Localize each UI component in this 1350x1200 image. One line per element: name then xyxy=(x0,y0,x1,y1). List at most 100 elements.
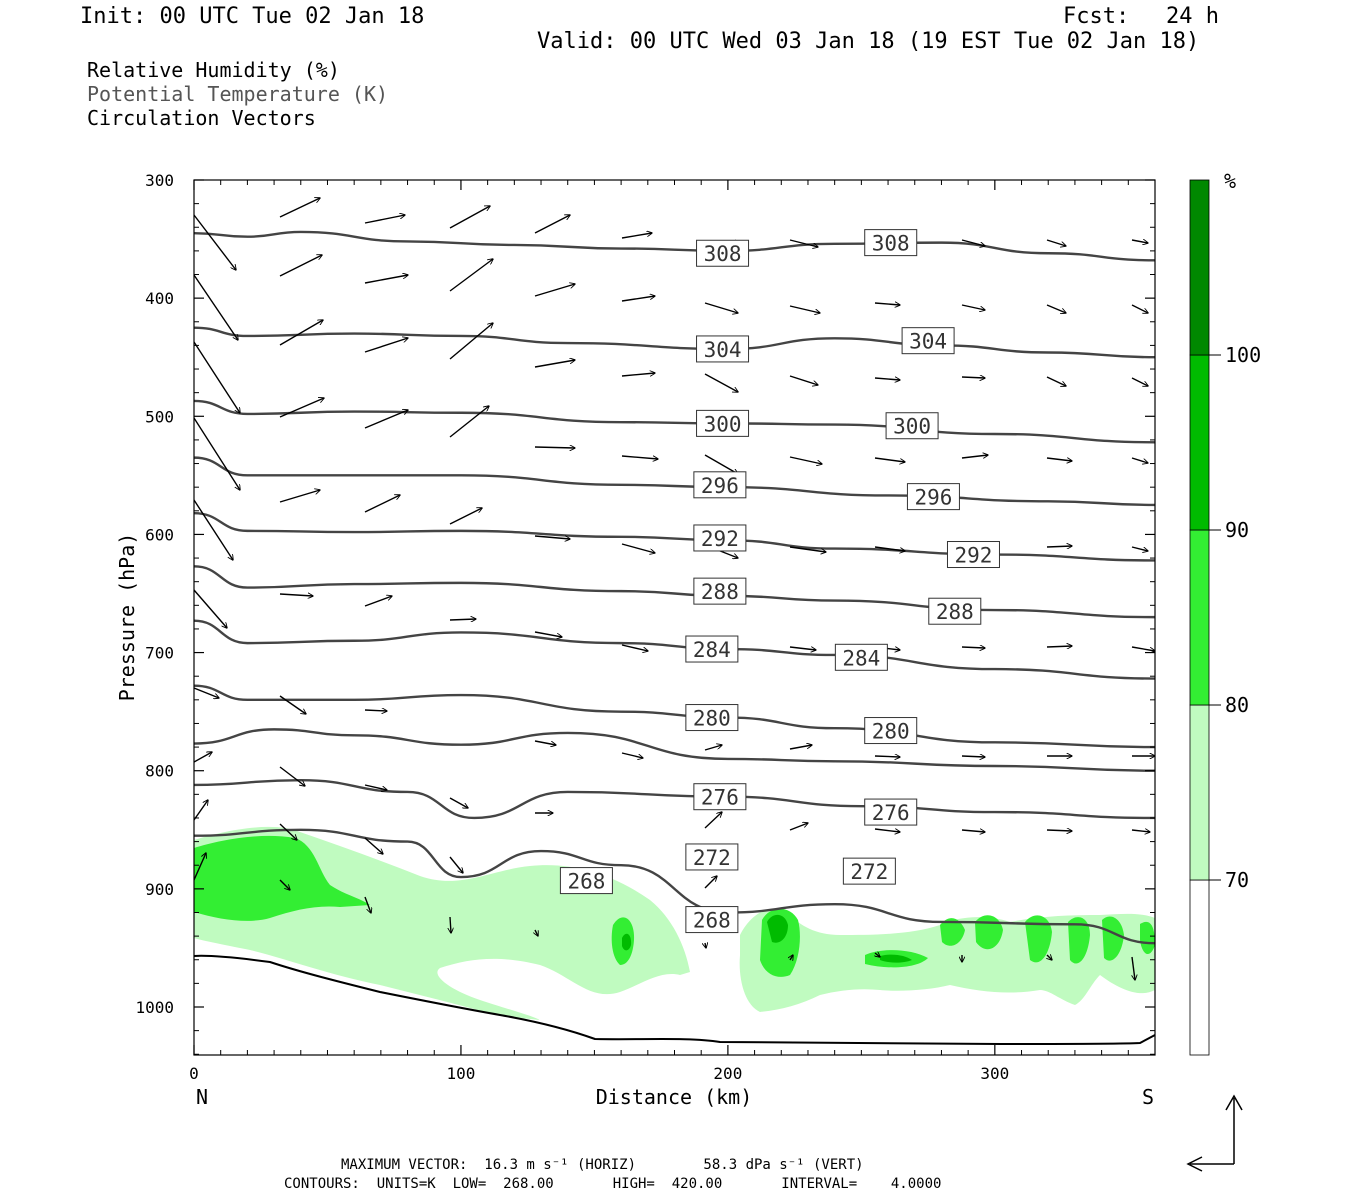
contour-label: 284 xyxy=(685,635,739,663)
vector-arrow xyxy=(449,406,489,438)
init-time: Init: 00 UTC Tue 02 Jan 18 xyxy=(80,4,425,29)
vector-arrow xyxy=(534,631,562,637)
vector-arrow xyxy=(704,373,738,392)
vector-arrow xyxy=(1047,955,1052,960)
svg-text:272: 272 xyxy=(693,846,731,870)
contour-label: 276 xyxy=(693,783,747,811)
vector-arrow xyxy=(364,710,387,711)
colorbar-label: 100 xyxy=(1225,343,1261,367)
colorbar-swatch xyxy=(1189,179,1210,356)
vector-arrow xyxy=(279,398,324,418)
x-right-endpoint: S xyxy=(1142,1085,1154,1109)
isentrope-272 xyxy=(194,778,1155,820)
circulation-vectors xyxy=(194,198,1155,980)
vector-arrow xyxy=(534,447,575,448)
contour-labels: 308 308 304 304 300 300 296 296 292 292 288 288 284 2… xyxy=(559,229,1000,934)
svg-text:304: 304 xyxy=(909,330,947,354)
contour-label: 280 xyxy=(864,717,918,745)
vector-arrow xyxy=(1046,546,1072,547)
contour-label: 268 xyxy=(685,906,739,934)
vector-arrow xyxy=(279,255,322,277)
svg-text:292: 292 xyxy=(701,527,739,551)
y-tick-label: 1000 xyxy=(135,998,174,1017)
svg-text:268: 268 xyxy=(693,909,731,933)
field-rh-label: Relative Humidity (%) xyxy=(87,58,340,82)
max-vector-note: MAXIMUM VECTOR: 16.3 m s⁻¹ (HORIZ) 58.3 … xyxy=(341,1157,864,1173)
forecast-label: Fcst: xyxy=(1063,4,1130,29)
vector-arrow xyxy=(364,896,371,913)
vector-arrow xyxy=(534,360,575,368)
vector-arrow xyxy=(1046,457,1072,461)
svg-text:288: 288 xyxy=(701,580,739,604)
vector-arrow xyxy=(961,830,985,832)
vector-arrow xyxy=(450,916,451,933)
vector-arrow xyxy=(279,320,323,346)
humidity-shading xyxy=(194,826,1155,1020)
y-tick-label: 300 xyxy=(145,171,174,190)
contour-label: 308 xyxy=(864,229,918,257)
isentrope-300 xyxy=(194,399,1155,444)
vector-arrow xyxy=(194,800,208,821)
vector-arrow xyxy=(874,457,905,462)
svg-text:276: 276 xyxy=(872,801,910,825)
vector-arrow xyxy=(364,837,383,854)
vector-arrow xyxy=(364,495,400,513)
svg-text:292: 292 xyxy=(955,544,993,568)
vector-arrow xyxy=(279,695,306,714)
vector-arrow xyxy=(875,953,880,957)
svg-text:300: 300 xyxy=(704,412,742,436)
vector-arrow xyxy=(961,239,985,246)
vector-arrow xyxy=(364,410,408,429)
vector-arrow xyxy=(1046,239,1066,246)
vector-arrow xyxy=(621,455,658,459)
x-tick-label: 100 xyxy=(446,1064,475,1083)
vector-arrow xyxy=(279,879,290,890)
vector-arrow xyxy=(194,499,233,560)
x-axis-title: Distance (km) xyxy=(596,1085,753,1109)
svg-text:288: 288 xyxy=(936,600,974,624)
vector-arrow xyxy=(449,323,493,360)
vector-arrow xyxy=(1131,646,1155,651)
y-tick-label: 400 xyxy=(145,289,174,308)
contour-label: 276 xyxy=(864,798,918,826)
vector-arrow xyxy=(789,646,816,650)
colorbar-swatch xyxy=(1189,704,1210,881)
vector-arrow xyxy=(789,823,808,831)
vector-arrow xyxy=(279,594,313,596)
contour-label: 308 xyxy=(696,239,750,267)
colorbar-swatch xyxy=(1189,354,1210,531)
isentrope-308 xyxy=(194,230,1155,262)
vector-arrow xyxy=(621,752,643,758)
vector-arrow xyxy=(194,752,212,763)
x-tick-label: 200 xyxy=(713,1064,742,1083)
contour-label: 292 xyxy=(693,524,747,552)
contour-label: 304 xyxy=(901,327,955,355)
x-tick-label: 0 xyxy=(189,1064,199,1083)
colorbar: 70 80 90 100% xyxy=(1189,169,1261,1056)
contour-label: 292 xyxy=(946,541,1000,569)
colorbar-label: 90 xyxy=(1225,518,1249,542)
vector-arrow xyxy=(704,812,722,829)
vector-arrow xyxy=(534,535,570,539)
y-tick-label: 800 xyxy=(145,762,174,781)
vector-arrow xyxy=(449,856,463,873)
vector-arrow xyxy=(961,304,985,310)
vector-arrow xyxy=(874,378,900,380)
vector-arrow xyxy=(449,797,468,808)
contour-label: 272 xyxy=(842,857,896,885)
vector-arrow xyxy=(279,766,305,786)
isentrope-280 xyxy=(194,684,1155,749)
vector-arrow xyxy=(1131,830,1150,832)
y-axis-title: Pressure (hPa) xyxy=(115,533,139,702)
forecast-hour: 24 h xyxy=(1166,4,1219,29)
svg-text:284: 284 xyxy=(842,646,880,670)
svg-text:280: 280 xyxy=(693,707,731,731)
vector-arrow xyxy=(621,644,648,651)
y-tick-label: 900 xyxy=(145,880,174,899)
svg-text:284: 284 xyxy=(693,638,731,662)
vector-arrow xyxy=(1131,457,1148,463)
vector-arrow xyxy=(364,784,387,790)
vector-arrow xyxy=(1046,376,1066,386)
contour-label: 288 xyxy=(693,577,747,605)
